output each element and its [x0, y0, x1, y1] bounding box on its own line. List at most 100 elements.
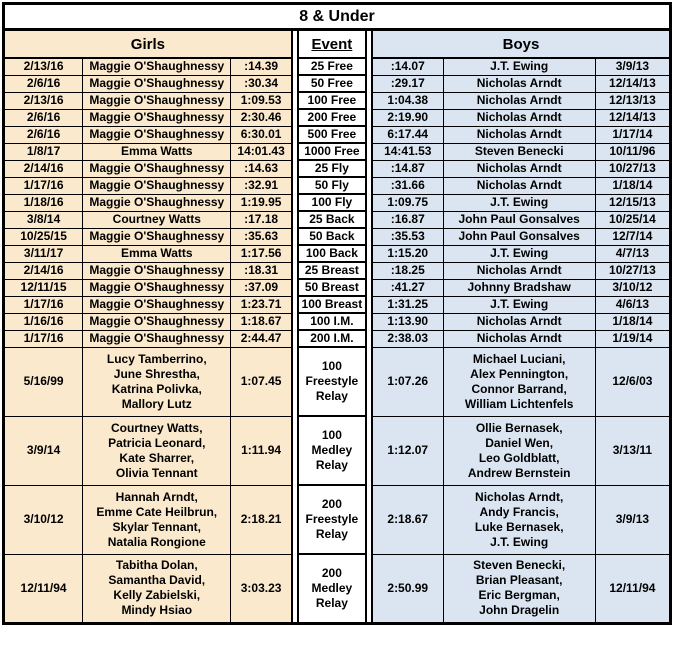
- event-name: 200 I.M.: [296, 329, 367, 348]
- spacer-column: [365, 330, 372, 347]
- record-row: 1/17/16 Maggie O'Shaughnessy 1:23.71 100…: [2, 295, 672, 314]
- girls-record-time: :18.31: [230, 261, 293, 280]
- boys-record-date: 10/25/14: [594, 210, 672, 229]
- spacer-column: [291, 58, 298, 75]
- spacer-column: [291, 330, 298, 347]
- spacer-column: [365, 228, 372, 245]
- girls-record-time: :14.63: [230, 159, 293, 178]
- event-name: 50 Fly: [296, 176, 367, 195]
- spacer-column: [291, 416, 298, 485]
- girls-record-date: 3/10/12: [2, 484, 84, 555]
- girls-record-date: 10/25/15: [2, 227, 84, 246]
- boys-record-time: 2:50.99: [370, 553, 444, 624]
- boys-record-date: 12/15/13: [594, 193, 672, 212]
- girls-swimmer-name: Hannah Arndt, Emme Cate Heilbrun, Skylar…: [82, 484, 232, 555]
- boys-record-date: 1/18/14: [594, 176, 672, 195]
- girls-record-time: 2:30.46: [230, 108, 293, 127]
- boys-record-date: 1/19/14: [594, 329, 672, 348]
- girls-swimmer-name: Maggie O'Shaughnessy: [82, 193, 232, 212]
- girls-record-date: 3/9/14: [2, 415, 84, 486]
- record-row: 1/17/16 Maggie O'Shaughnessy 2:44.47 200…: [2, 329, 672, 348]
- boys-swimmer-name: Nicholas Arndt: [442, 125, 596, 144]
- girls-swimmer-name: Maggie O'Shaughnessy: [82, 312, 232, 331]
- event-header: Event: [296, 28, 367, 59]
- spacer-column: [291, 177, 298, 194]
- event-name: 100 Free: [296, 91, 367, 110]
- spacer-column: [365, 143, 372, 160]
- girls-record-date: 2/14/16: [2, 261, 84, 280]
- girls-record-time: :17.18: [230, 210, 293, 229]
- boys-swimmer-name: Steven Benecki, Brian Pleasant, Eric Ber…: [442, 553, 596, 624]
- event-name: 100 I.M.: [296, 312, 367, 331]
- boys-record-date: 4/7/13: [594, 244, 672, 263]
- girls-record-date: 2/6/16: [2, 125, 84, 144]
- boys-record-date: 4/6/13: [594, 295, 672, 314]
- girls-record-time: 1:09.53: [230, 91, 293, 110]
- girls-swimmer-name: Courtney Watts: [82, 210, 232, 229]
- girls-record-date: 1/17/16: [2, 176, 84, 195]
- girls-swimmer-name: Maggie O'Shaughnessy: [82, 278, 232, 297]
- event-name: 100 Medley Relay: [296, 415, 367, 486]
- boys-record-time: 1:09.75: [370, 193, 444, 212]
- boys-swimmer-name: J.T. Ewing: [442, 244, 596, 263]
- boys-record-time: :18.25: [370, 261, 444, 280]
- spacer-column: [291, 228, 298, 245]
- spacer-column: [365, 177, 372, 194]
- spacer-column: [291, 126, 298, 143]
- record-row: 2/13/16 Maggie O'Shaughnessy :14.39 25 F…: [2, 57, 672, 76]
- record-row: 2/14/16 Maggie O'Shaughnessy :14.63 25 F…: [2, 159, 672, 178]
- girls-record-time: 1:23.71: [230, 295, 293, 314]
- spacer-column: [291, 92, 298, 109]
- girls-swimmer-name: Maggie O'Shaughnessy: [82, 295, 232, 314]
- event-name: 25 Back: [296, 210, 367, 229]
- event-name: 500 Free: [296, 125, 367, 144]
- boys-swimmer-name: John Paul Gonsalves: [442, 227, 596, 246]
- column-header-row: Girls Event Boys: [3, 28, 671, 59]
- event-name: 25 Fly: [296, 159, 367, 178]
- event-name: 200 Medley Relay: [296, 553, 367, 624]
- spacer-column: [365, 347, 372, 416]
- age-group-title: 8 & Under: [3, 3, 671, 31]
- boys-swimmer-name: Nicholas Arndt: [442, 91, 596, 110]
- boys-record-time: 1:31.25: [370, 295, 444, 314]
- event-name: 100 Breast: [296, 295, 367, 314]
- boys-swimmer-name: J.T. Ewing: [442, 295, 596, 314]
- event-name: 100 Fly: [296, 193, 367, 212]
- spacer-column: [365, 29, 372, 58]
- boys-swimmer-name: Nicholas Arndt: [442, 159, 596, 178]
- boys-header: Boys: [370, 28, 671, 59]
- girls-record-date: 3/11/17: [2, 244, 84, 263]
- spacer-column: [365, 126, 372, 143]
- boys-record-date: 3/10/12: [594, 278, 672, 297]
- boys-record-date: 12/14/13: [594, 74, 672, 93]
- boys-record-date: 12/7/14: [594, 227, 672, 246]
- girls-record-time: :35.63: [230, 227, 293, 246]
- girls-record-time: :32.91: [230, 176, 293, 195]
- boys-swimmer-name: J.T. Ewing: [442, 57, 596, 76]
- spacer-column: [291, 279, 298, 296]
- girls-record-time: 1:19.95: [230, 193, 293, 212]
- girls-record-date: 3/8/14: [2, 210, 84, 229]
- boys-record-date: 3/13/11: [594, 415, 672, 486]
- girls-record-time: 2:44.47: [230, 329, 293, 348]
- spacer-column: [291, 313, 298, 330]
- record-row: 2/6/16 Maggie O'Shaughnessy 2:30.46 200 …: [2, 108, 672, 127]
- girls-swimmer-name: Maggie O'Shaughnessy: [82, 159, 232, 178]
- girls-swimmer-name: Courtney Watts, Patricia Leonard, Kate S…: [82, 415, 232, 486]
- spacer-column: [365, 245, 372, 262]
- boys-record-date: 12/6/03: [594, 346, 672, 417]
- event-name: 1000 Free: [296, 142, 367, 161]
- girls-record-date: 1/8/17: [2, 142, 84, 161]
- boys-swimmer-name: Nicholas Arndt: [442, 312, 596, 331]
- boys-record-date: 12/11/94: [594, 553, 672, 624]
- girls-swimmer-name: Maggie O'Shaughnessy: [82, 227, 232, 246]
- spacer-column: [291, 211, 298, 228]
- record-row: 3/9/14 Courtney Watts, Patricia Leonard,…: [2, 415, 672, 486]
- boys-swimmer-name: Steven Benecki: [442, 142, 596, 161]
- spacer-column: [365, 92, 372, 109]
- event-name: 50 Breast: [296, 278, 367, 297]
- record-row: 1/8/17 Emma Watts 14:01.43 1000 Free 14:…: [2, 142, 672, 161]
- spacer-column: [365, 211, 372, 228]
- girls-swimmer-name: Lucy Tamberrino, June Shrestha, Katrina …: [82, 346, 232, 417]
- boys-record-time: 2:18.67: [370, 484, 444, 555]
